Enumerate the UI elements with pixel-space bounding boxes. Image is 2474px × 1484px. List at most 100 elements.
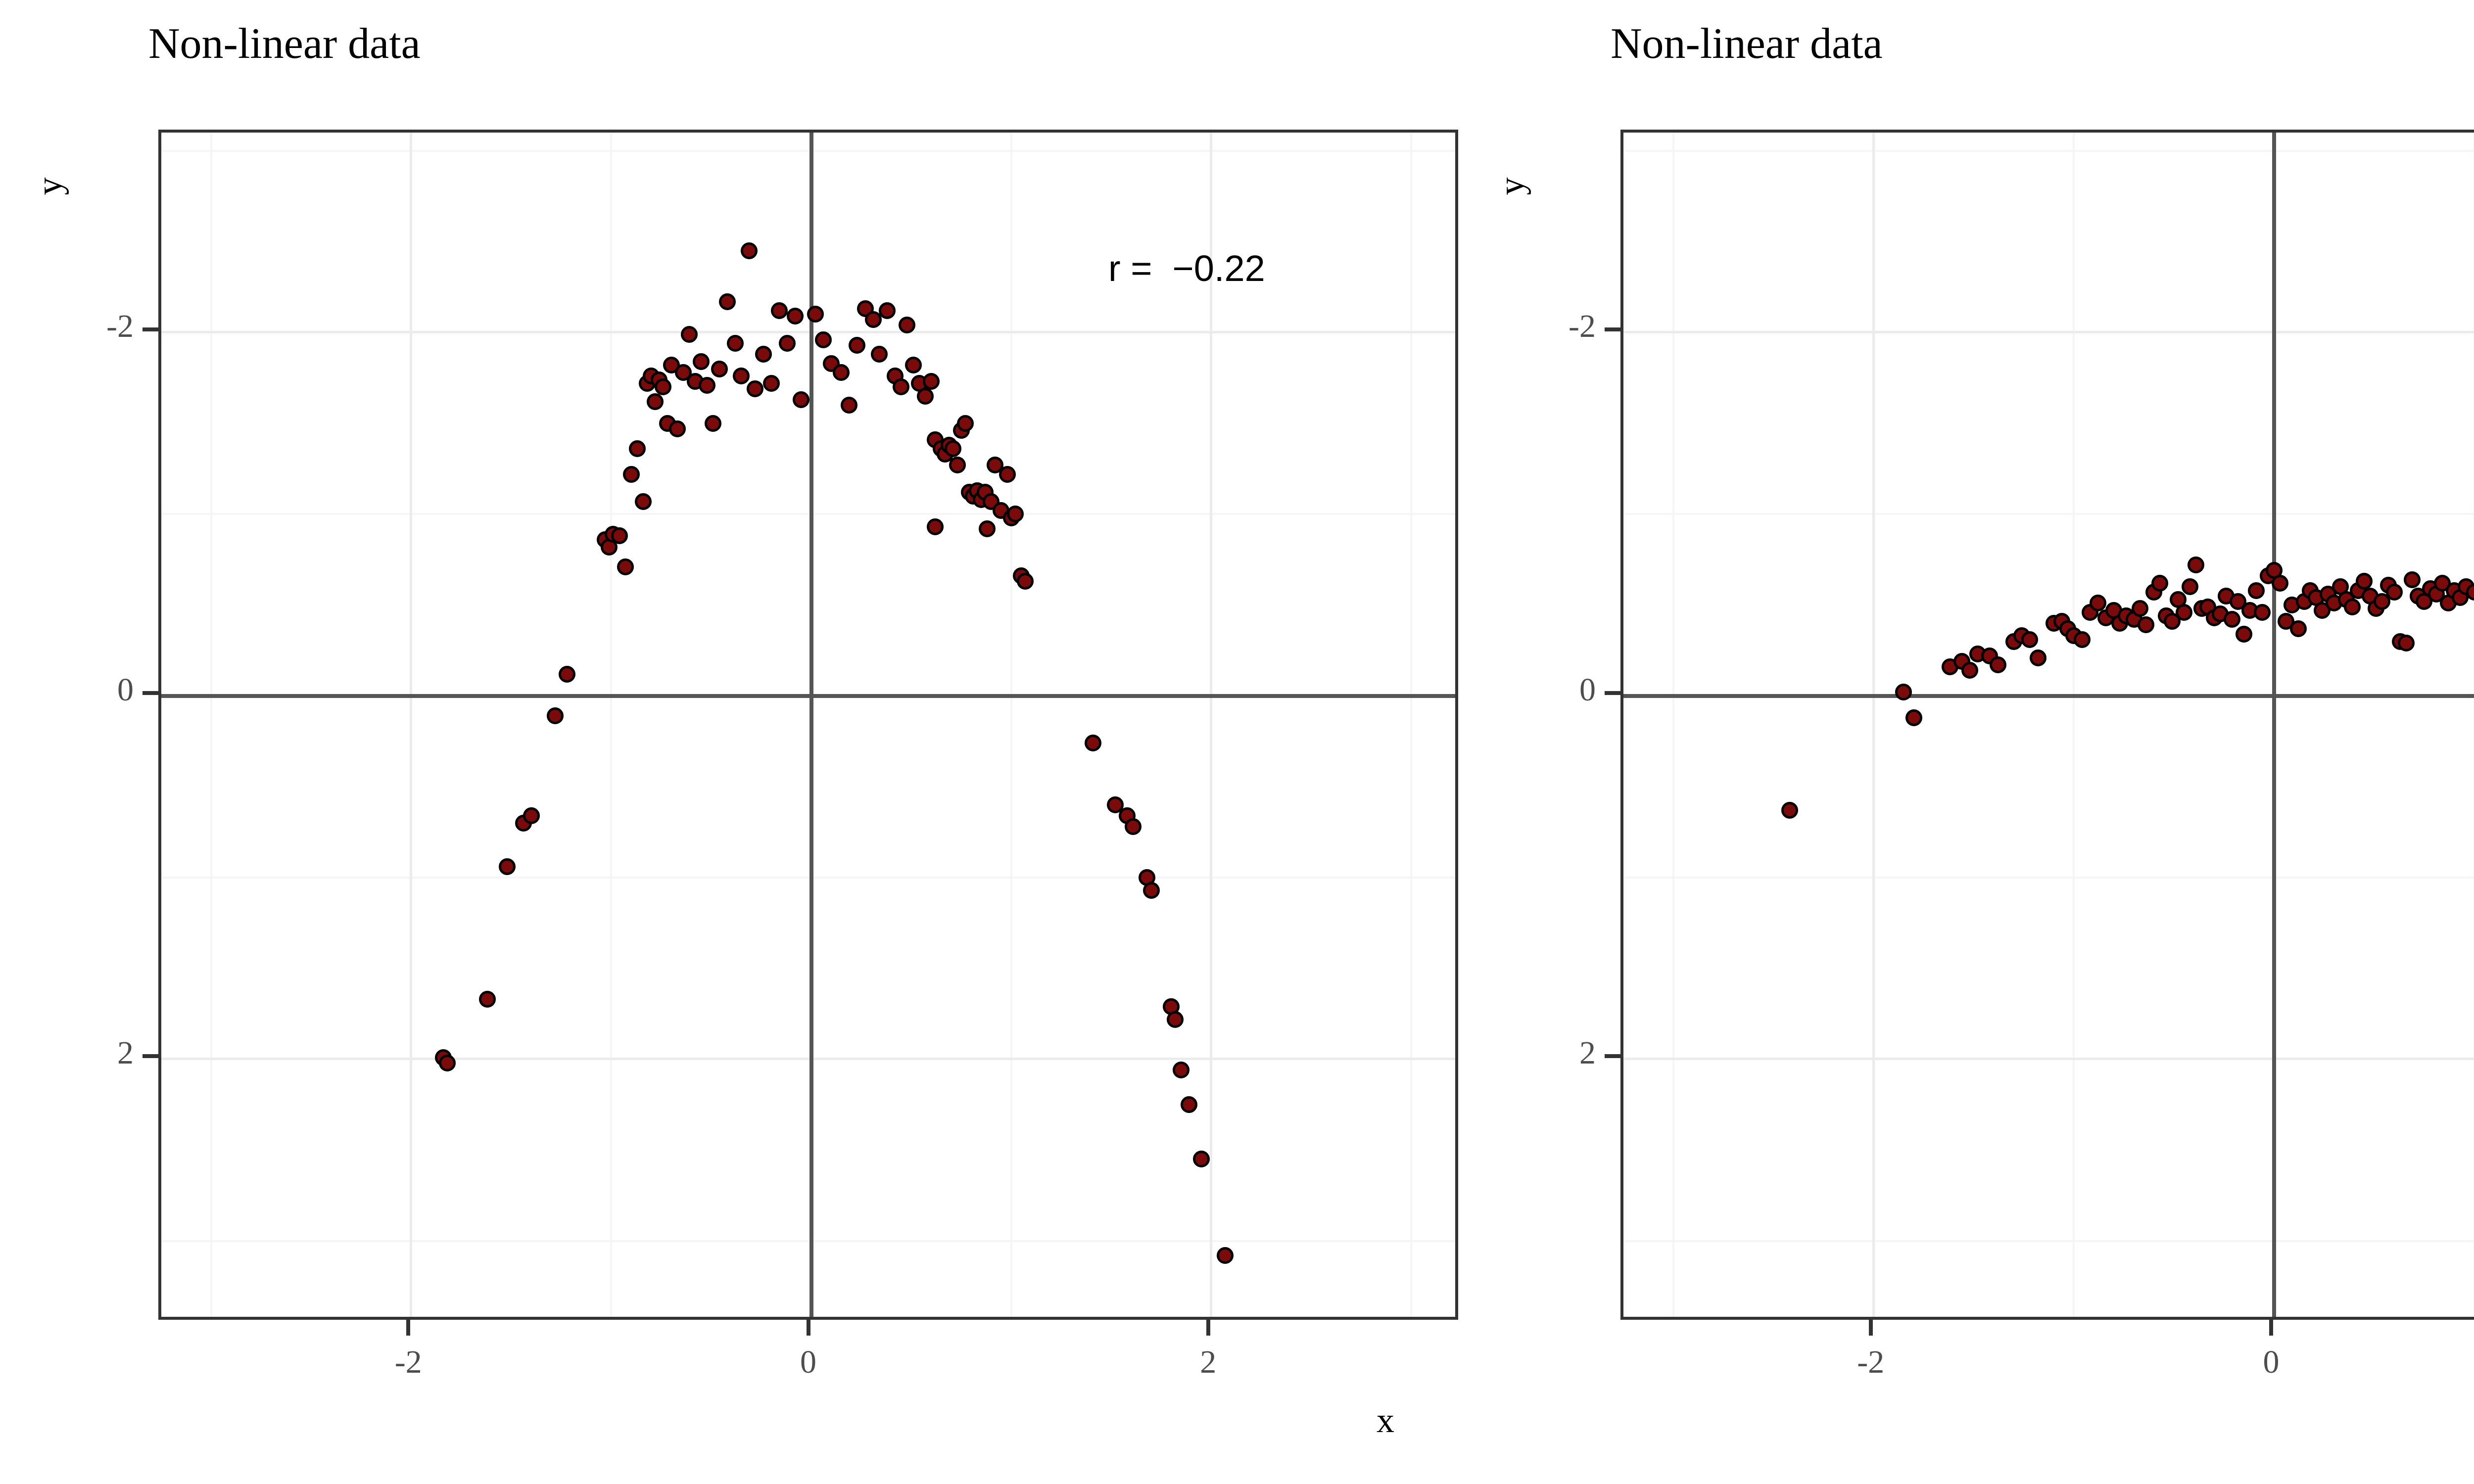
x-tick-label: -2 bbox=[394, 1344, 422, 1380]
data-point bbox=[622, 465, 640, 483]
gridline-major-vertical bbox=[1872, 133, 1875, 1317]
data-point bbox=[2466, 584, 2474, 601]
data-point bbox=[787, 308, 804, 325]
data-point bbox=[833, 364, 850, 381]
data-point bbox=[747, 380, 764, 397]
data-point bbox=[1167, 1011, 1184, 1028]
data-point bbox=[628, 440, 646, 458]
data-point bbox=[945, 440, 962, 458]
data-point bbox=[547, 707, 564, 725]
y-tickmark bbox=[143, 1054, 158, 1059]
y-tickmark bbox=[143, 327, 158, 332]
y-tickmark bbox=[143, 691, 158, 695]
plot-area-left bbox=[158, 130, 1458, 1320]
data-point bbox=[2073, 631, 2091, 648]
data-point bbox=[2138, 616, 2155, 634]
data-point bbox=[916, 387, 934, 405]
data-point bbox=[680, 325, 698, 343]
data-point bbox=[699, 376, 716, 394]
data-point bbox=[870, 346, 888, 363]
data-point bbox=[999, 465, 1016, 483]
gridline-minor-horizontal bbox=[1623, 877, 2474, 879]
data-point bbox=[2398, 635, 2415, 652]
gridline-minor-horizontal bbox=[161, 1240, 1455, 1242]
reference-line-vertical bbox=[809, 133, 813, 1317]
data-point bbox=[956, 415, 974, 432]
data-point bbox=[927, 518, 944, 536]
data-point bbox=[2236, 625, 2253, 643]
gridline-minor-horizontal bbox=[1623, 149, 2474, 152]
data-point bbox=[864, 311, 882, 328]
data-point bbox=[478, 991, 496, 1008]
data-point bbox=[2272, 574, 2289, 592]
reference-line-horizontal bbox=[161, 694, 1455, 698]
gridline-major-vertical bbox=[1209, 133, 1212, 1317]
data-point bbox=[949, 457, 966, 474]
x-tick-label: -2 bbox=[1857, 1344, 1885, 1380]
data-point bbox=[770, 302, 788, 319]
data-point bbox=[1895, 684, 1912, 701]
y-tick-label: 0 bbox=[1579, 671, 1596, 708]
gridline-minor-vertical bbox=[210, 133, 213, 1317]
gridline-minor-horizontal bbox=[1623, 1240, 2474, 1242]
gridline-minor-vertical bbox=[610, 133, 613, 1317]
y-tickmark bbox=[1605, 327, 1620, 332]
y-tickmark bbox=[1605, 1054, 1620, 1059]
x-tick-label: 0 bbox=[2263, 1344, 2280, 1380]
data-point bbox=[2343, 598, 2361, 615]
x-axis-title-left: x bbox=[1377, 1400, 1394, 1440]
reference-line-vertical bbox=[2272, 133, 2276, 1317]
data-point bbox=[793, 391, 810, 408]
data-point bbox=[499, 858, 516, 875]
data-point bbox=[779, 335, 796, 352]
data-point bbox=[1006, 506, 1024, 523]
x-tickmark bbox=[1206, 1320, 1210, 1336]
data-point bbox=[762, 374, 780, 392]
panel-title-right: Non-linear data bbox=[1611, 20, 1883, 68]
gridline-major-horizontal bbox=[161, 1058, 1455, 1061]
data-point bbox=[879, 302, 896, 319]
data-point bbox=[705, 415, 722, 432]
data-point bbox=[841, 396, 858, 414]
x-tickmark bbox=[406, 1320, 411, 1336]
gridline-major-horizontal bbox=[161, 331, 1455, 334]
data-point bbox=[711, 360, 728, 377]
gridline-major-horizontal bbox=[1623, 1058, 2474, 1061]
data-point bbox=[2289, 620, 2307, 637]
y-axis-title-right: y bbox=[1491, 177, 1531, 195]
data-point bbox=[1217, 1247, 1234, 1264]
plot-area-right bbox=[1620, 130, 2474, 1320]
y-tick-label: 2 bbox=[117, 1035, 134, 1071]
gridline-minor-vertical bbox=[1010, 133, 1012, 1317]
data-point bbox=[2433, 574, 2451, 592]
x-tickmark bbox=[806, 1320, 810, 1336]
data-point bbox=[2356, 573, 2373, 590]
data-point bbox=[814, 331, 832, 348]
gridline-minor-horizontal bbox=[1623, 513, 2474, 515]
x-tickmark bbox=[2269, 1320, 2273, 1336]
data-point bbox=[2021, 631, 2039, 648]
gridline-minor-vertical bbox=[1672, 133, 1675, 1317]
data-point bbox=[755, 346, 772, 363]
data-point bbox=[1961, 662, 1978, 679]
data-point bbox=[2029, 649, 2046, 666]
data-point bbox=[559, 665, 576, 683]
reference-line-horizontal bbox=[1623, 694, 2474, 698]
gridline-minor-horizontal bbox=[161, 513, 1455, 515]
data-point bbox=[849, 336, 866, 354]
data-point bbox=[1173, 1062, 1190, 1079]
gridline-minor-horizontal bbox=[161, 149, 1455, 152]
data-point bbox=[893, 378, 910, 396]
data-point bbox=[741, 242, 758, 259]
data-point bbox=[668, 420, 686, 437]
data-point bbox=[904, 357, 922, 374]
data-point bbox=[726, 335, 744, 352]
data-point bbox=[635, 493, 652, 510]
panel-title-left: Non-linear data bbox=[148, 20, 421, 68]
y-tick-label: -2 bbox=[106, 308, 134, 345]
data-point bbox=[1905, 709, 1922, 726]
data-point bbox=[1181, 1096, 1198, 1113]
